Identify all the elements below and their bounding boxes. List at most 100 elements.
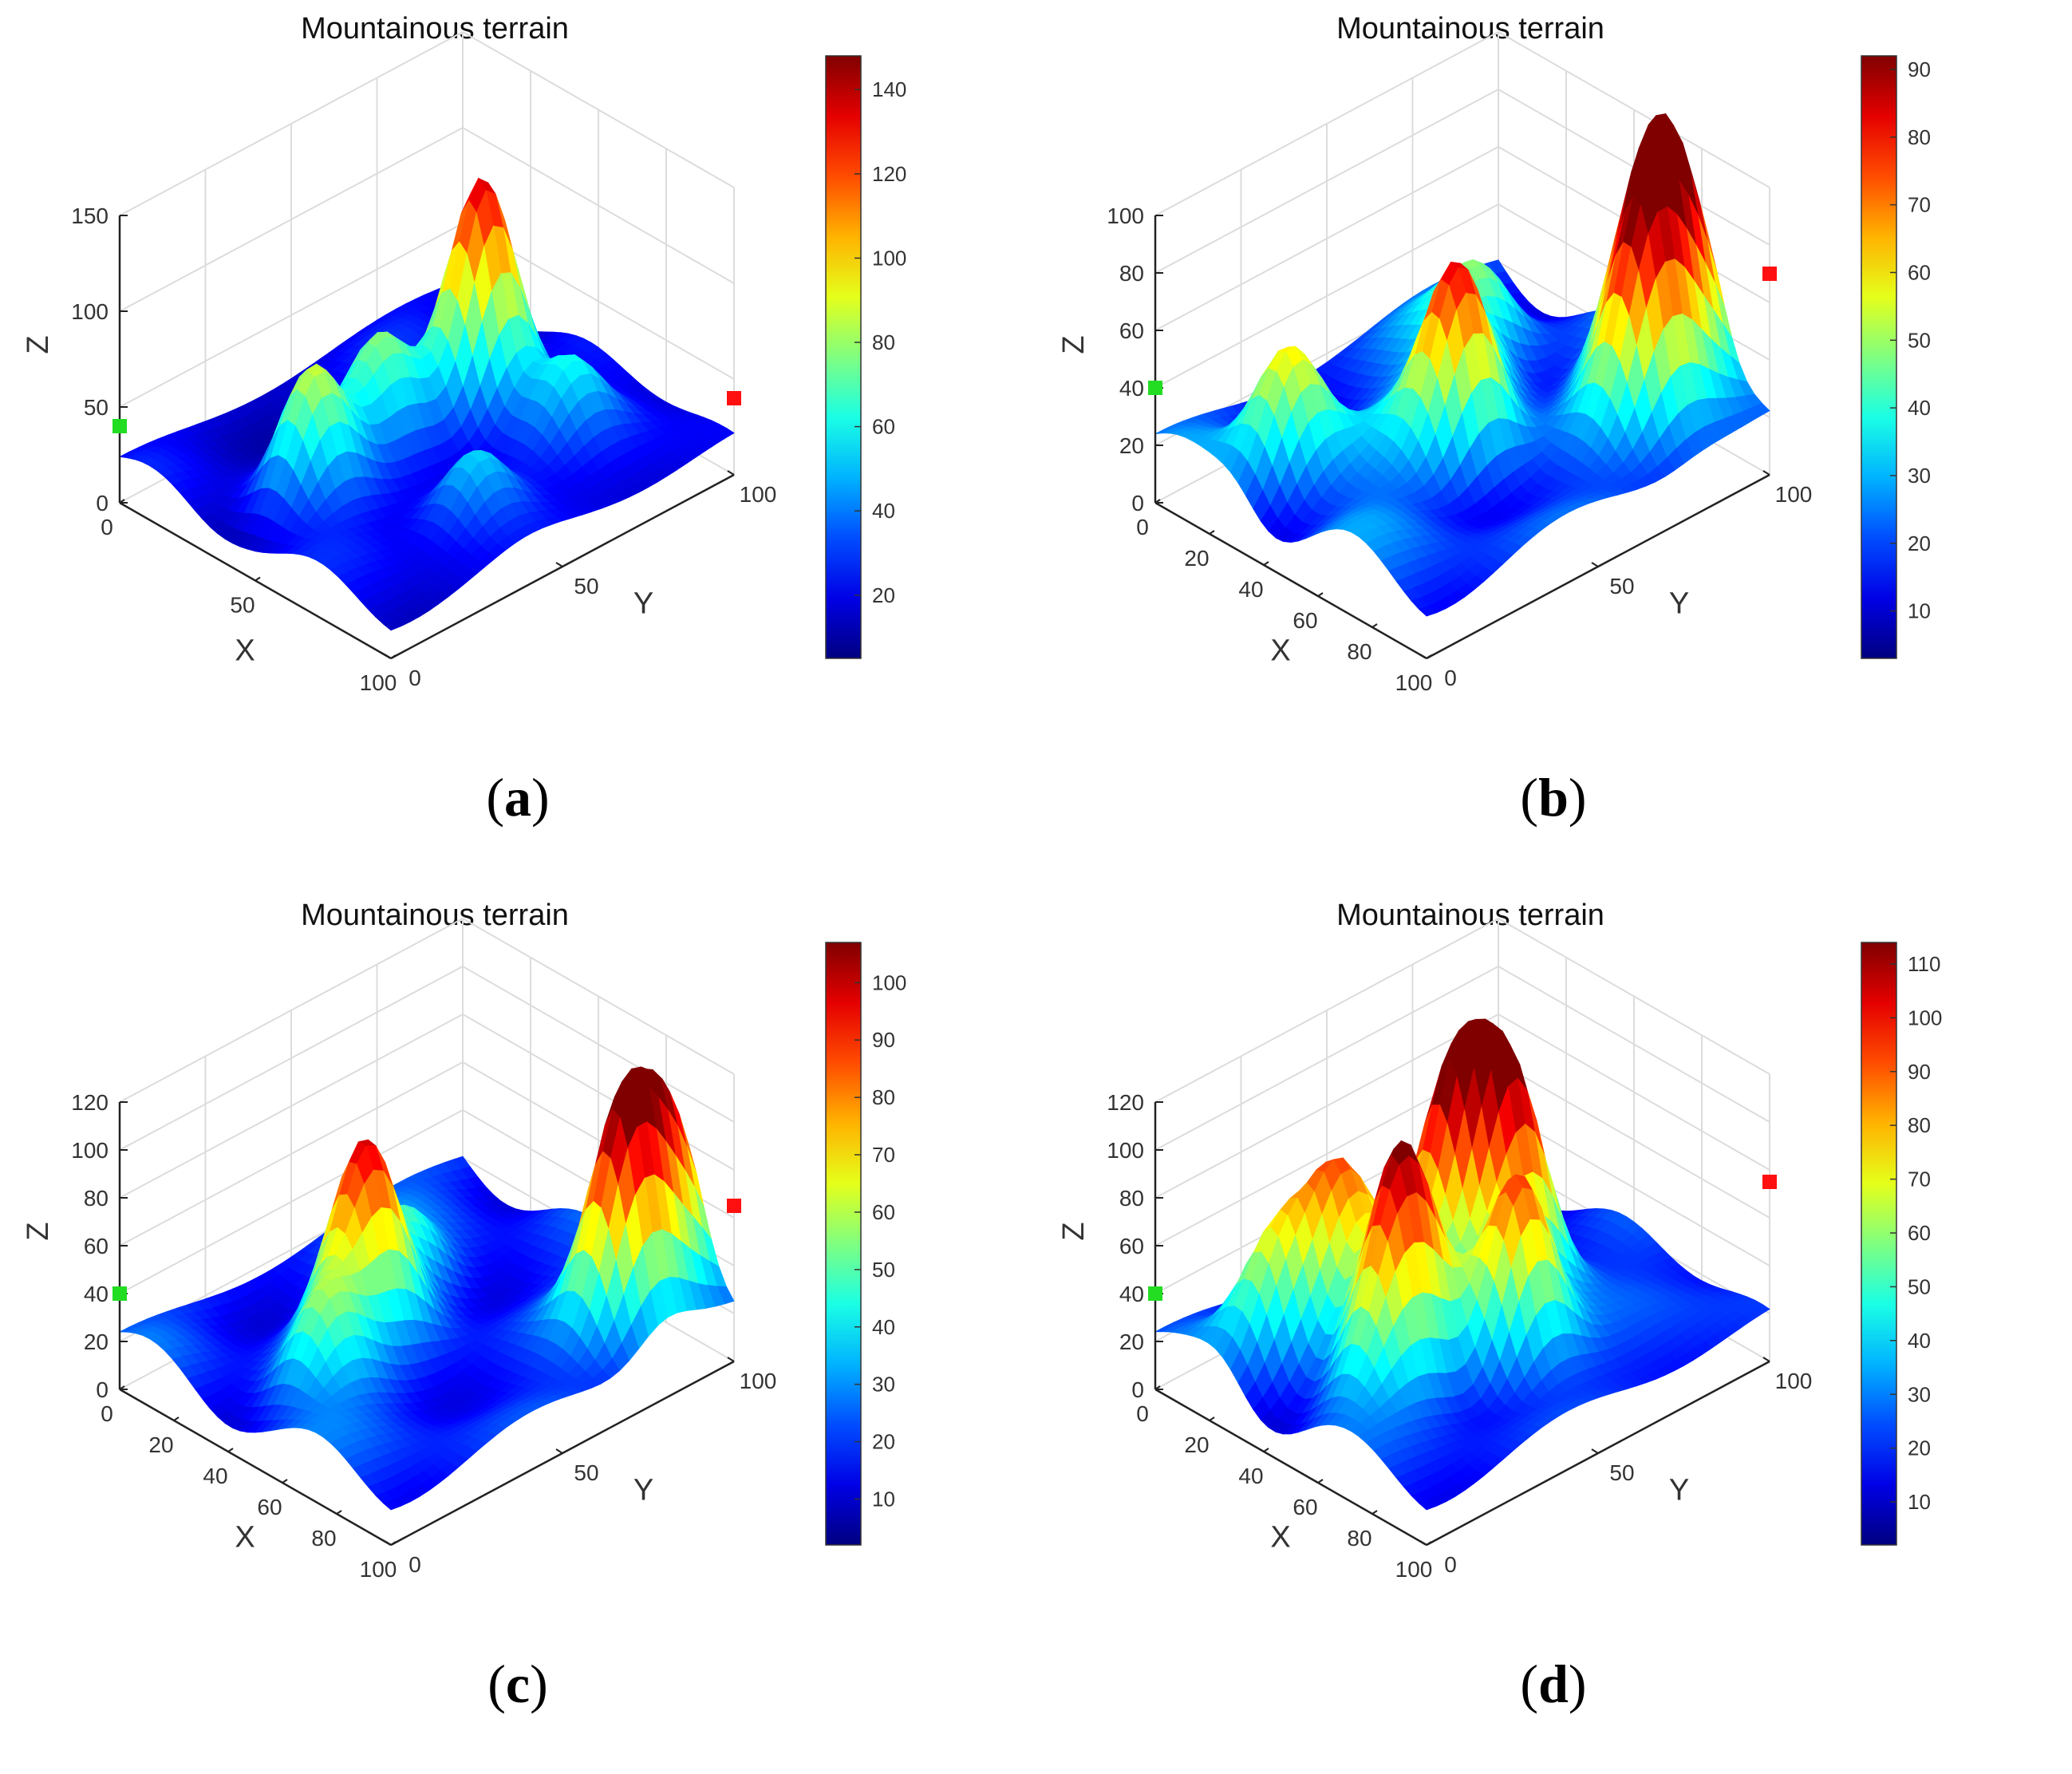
x-axis-label: X — [1270, 634, 1290, 667]
x-axis-label: X — [235, 634, 255, 667]
y-tick-label: 50 — [574, 1460, 598, 1485]
start-point-marker — [112, 419, 127, 433]
z-tick-label: 100 — [71, 1138, 109, 1163]
end-point-marker — [1762, 267, 1777, 281]
colorbar-tick-label: 90 — [1908, 57, 1931, 81]
panel-c: Mountainous terrain 0 20 40 60 80 100 120 0 20 40 6… — [0, 887, 1036, 1773]
z-tick-label: 40 — [84, 1282, 109, 1306]
x-tick-label: 60 — [1293, 608, 1317, 633]
terrain-surface — [1154, 1018, 1770, 1511]
axes — [118, 215, 735, 660]
z-tick-label: 0 — [96, 491, 109, 516]
y-axis-label: Y — [1669, 587, 1689, 621]
colorbar-tick-label: 10 — [1908, 599, 1931, 623]
z-tick-label: 80 — [84, 1186, 109, 1211]
panel-b: Mountainous terrain 0 20 40 60 80 100 0 20 40 60 80… — [1036, 0, 2071, 887]
x-tick-label: 100 — [360, 670, 397, 695]
z-tick-label: 120 — [71, 1090, 109, 1115]
x-tick-label: 0 — [101, 1401, 113, 1426]
colorbar-tick-label: 60 — [872, 1200, 895, 1224]
end-point-marker — [727, 391, 741, 405]
colorbar-tick-label: 100 — [872, 246, 906, 270]
y-tick-label: 100 — [740, 1369, 777, 1393]
start-point-marker — [1148, 381, 1162, 395]
chart-d: Mountainous terrain020406080100120020406… — [1057, 899, 1942, 1582]
x-tick-label: 80 — [311, 1526, 336, 1551]
colorbar — [1861, 55, 1897, 659]
chart-title: Mountainous terrain — [301, 12, 569, 45]
chart-title: Mountainous terrain — [301, 899, 569, 932]
end-point-marker — [727, 1199, 741, 1213]
z-tick-label: 60 — [84, 1234, 109, 1258]
y-tick-label: 0 — [408, 1552, 421, 1577]
colorbar-tick-label: 140 — [872, 77, 906, 101]
colorbar-tick-label: 50 — [1908, 328, 1931, 352]
colorbar-tick-label: 60 — [1908, 260, 1931, 284]
colorbar-tick-label: 80 — [872, 1085, 895, 1109]
colorbar — [825, 942, 862, 1546]
panel-a: Mountainous terrain 0 50 100 150 0 50 100 0 50 100… — [0, 0, 1036, 887]
y-tick-label: 100 — [1775, 482, 1813, 507]
colorbar-tick-label: 40 — [872, 499, 895, 523]
chart-c: Mountainous terrain 0 20 40 60 80 100 120 0 20 40 6… — [22, 899, 906, 1582]
z-tick-label: 20 — [84, 1330, 109, 1354]
z-tick-label: 60 — [1119, 318, 1144, 343]
z-axis-label: Z — [22, 1222, 55, 1240]
caption-a: (a) — [486, 767, 550, 828]
colorbar-tick-label: 30 — [872, 1373, 895, 1397]
colorbar-tick-label: 70 — [1908, 193, 1931, 217]
chart-b: Mountainous terrain 0 20 40 60 80 100 0 20 40 60 80… — [1057, 12, 1931, 695]
colorbar-tick-label: 80 — [872, 330, 895, 354]
colorbar-tick-label: 40 — [1908, 396, 1931, 420]
z-tick-label: 80 — [1119, 261, 1144, 286]
x-tick-label: 20 — [1184, 546, 1209, 571]
caption-c: (c) — [487, 1653, 548, 1714]
y-axis-label: Y — [633, 1474, 653, 1507]
z-tick-label: 100 — [71, 299, 109, 324]
terrain-surface — [118, 177, 735, 631]
axes — [118, 1101, 735, 1547]
y-tick-label: 50 — [574, 574, 598, 599]
x-tick-label: 80 — [1347, 639, 1371, 664]
x-tick-label: 100 — [360, 1557, 397, 1582]
x-tick-label: 100 — [1395, 670, 1433, 695]
colorbar-tick-label: 50 — [872, 1258, 895, 1282]
colorbar — [825, 55, 862, 659]
x-tick-label: 60 — [257, 1495, 282, 1519]
x-tick-label: 40 — [1238, 577, 1263, 602]
terrain-surface — [119, 1066, 735, 1511]
z-tick-label: 40 — [1119, 376, 1144, 401]
z-tick-label: 150 — [71, 203, 109, 228]
z-tick-label: 20 — [1119, 433, 1144, 458]
x-tick-label: 20 — [148, 1432, 173, 1457]
y-tick-label: 50 — [1609, 574, 1634, 599]
terrain-surface — [1154, 113, 1770, 617]
z-tick-label: 0 — [1131, 491, 1144, 516]
z-tick-label: 0 — [96, 1377, 109, 1402]
start-point-marker — [112, 1286, 127, 1301]
surface-cell — [382, 1499, 401, 1511]
x-tick-label: 0 — [101, 515, 113, 539]
x-axis-line — [119, 1388, 392, 1547]
caption-b: (b) — [1520, 767, 1587, 828]
chart-title: Mountainous terrain — [1336, 12, 1604, 45]
y-tick-label: 100 — [740, 482, 777, 507]
x-tick-label: 0 — [1136, 515, 1149, 539]
x-tick-label: 40 — [203, 1464, 227, 1488]
y-tick-label: 0 — [408, 666, 421, 690]
colorbar-tick-label: 120 — [872, 162, 906, 186]
colorbar-tick-label: 60 — [872, 415, 895, 439]
colorbar-tick-label: 20 — [1908, 531, 1931, 555]
colorbar-tick-label: 100 — [872, 970, 906, 994]
z-tick-label: 50 — [84, 395, 109, 420]
colorbar-tick-label: 40 — [872, 1315, 895, 1339]
z-axis-label: Z — [1057, 335, 1091, 354]
x-axis-label: X — [235, 1520, 255, 1554]
x-axis-line — [1154, 501, 1427, 660]
colorbar-tick-label: 20 — [872, 583, 895, 607]
colorbar-tick-label: 80 — [1908, 125, 1931, 149]
surface-cell — [1418, 605, 1437, 617]
colorbar-tick-label: 90 — [872, 1028, 895, 1052]
y-axis-label: Y — [633, 587, 653, 621]
